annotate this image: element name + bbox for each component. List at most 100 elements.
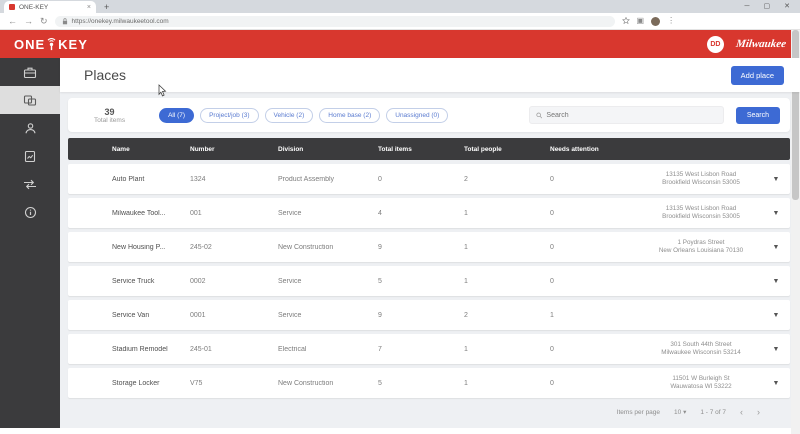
total-items-summary: 39 Total items [94,107,125,124]
new-tab-button[interactable]: + [104,2,110,12]
person-icon [24,122,36,133]
search-box[interactable] [528,106,724,124]
scrollbar-thumb[interactable] [792,30,799,200]
row-expand-caret-icon[interactable]: ▼ [772,345,780,353]
toolbox-icon [23,67,37,78]
filter-pill-project-job[interactable]: Project/job (3) [200,107,259,123]
onekey-favicon-icon [9,4,15,10]
browser-tabstrip: ONE-KEY × + ─ ▢ ✕ [0,0,800,13]
sidebar-item-reports[interactable] [0,142,60,170]
row-expand-caret-icon[interactable]: ▼ [772,311,780,319]
content-area: 39 Total items All (7) Project/job (3) V… [60,92,800,428]
place-division: Electrical [278,345,307,353]
place-name: Milwaukee Tool... [112,209,166,217]
next-page-icon[interactable]: › [757,407,760,417]
back-icon[interactable]: ← [8,15,17,26]
pagination-bar: Items per page 10 ▾ 1 - 7 of 7 ‹ › [68,398,790,417]
table-row[interactable]: Milwaukee Tool... 001 Service 4 1 0 1313… [68,198,790,228]
address-bar[interactable]: https://onekey.milwaukeetool.com [54,15,615,27]
items-per-page-label: Items per page [616,408,661,416]
search-button[interactable]: Search [735,106,780,124]
app-header: ONE KEY DD Milwaukee [0,30,800,58]
window-maximize-icon[interactable]: ▢ [763,3,771,10]
browser-tab[interactable]: ONE-KEY × [4,1,96,13]
place-number: 1324 [190,175,206,183]
place-needs-attention: 0 [550,379,554,387]
bookmark-star-icon[interactable] [621,17,630,25]
row-expand-caret-icon[interactable]: ▼ [772,209,780,217]
table-row[interactable]: New Housing P... 245-02 New Construction… [68,232,790,262]
bottom-strip [0,428,800,434]
col-number[interactable]: Number [190,145,215,153]
transfer-arrows-icon [24,179,36,189]
place-needs-attention: 0 [550,243,554,251]
sidebar-item-places[interactable] [0,86,60,114]
row-expand-caret-icon[interactable]: ▼ [772,277,780,285]
table-row[interactable]: Storage Locker V75 New Construction 5 1 … [68,368,790,398]
scrollbar[interactable] [791,30,800,434]
sidebar-item-inventory[interactable] [0,58,60,86]
row-expand-caret-icon[interactable]: ▼ [772,379,780,387]
window-close-icon[interactable]: ✕ [784,3,790,10]
search-input[interactable] [546,111,717,119]
table-row[interactable]: Service Van 0001 Service 9 2 1 ▼ [68,300,790,330]
filter-pill-vehicle[interactable]: Vehicle (2) [264,107,314,123]
browser-toolbar: ← → ↻ https://onekey.milwaukeetool.com ▣… [0,13,800,30]
col-total-items[interactable]: Total items [378,145,412,153]
filter-pill-home-base[interactable]: Home base (2) [319,107,381,123]
col-name[interactable]: Name [112,145,130,153]
sidebar-item-support[interactable] [0,198,60,226]
prev-page-icon[interactable]: ‹ [740,407,743,417]
user-avatar[interactable]: DD [706,35,724,53]
place-address: 13135 West Lisbon Road Brookfield Wiscons… [662,204,740,221]
window-minimize-icon[interactable]: ─ [744,3,750,10]
place-total-people: 1 [464,209,468,217]
tab-close-icon[interactable]: × [86,3,91,11]
col-needs-attention[interactable]: Needs attention [550,145,599,153]
items-per-page-select[interactable]: 10 ▾ [674,409,687,416]
key-signal-icon [47,38,56,51]
table-row[interactable]: Stadium Remodel 245-01 Electrical 7 1 0 … [68,334,790,364]
place-number: 001 [190,209,202,217]
places-icon [23,94,37,106]
place-total-items: 0 [378,175,382,183]
place-needs-attention: 1 [550,311,554,319]
col-division[interactable]: Division [278,145,304,153]
browser-profile-avatar[interactable] [651,16,661,26]
place-name: Storage Locker [112,379,160,387]
sidebar-item-people[interactable] [0,114,60,142]
url-text: https://onekey.milwaukeetool.com [71,17,169,25]
place-total-people: 1 [464,277,468,285]
table-row[interactable]: Auto Plant 1324 Product Assembly 0 2 0 1… [68,164,790,194]
row-expand-caret-icon[interactable]: ▼ [772,175,780,183]
browser-menu-icon[interactable]: ⋮ [667,16,676,25]
place-address: 13135 West Lisbon Road Brookfield Wiscons… [662,170,740,187]
table-header: Name Number Division Total items Total p… [68,138,790,160]
place-number: 0002 [190,277,206,285]
sidebar-nav [0,58,60,428]
place-needs-attention: 0 [550,209,554,217]
place-number: 245-01 [190,345,212,353]
filter-pill-unassigned[interactable]: Unassigned (0) [386,107,449,123]
search-icon [536,112,543,118]
place-division: New Construction [278,243,334,251]
place-name: Service Van [112,311,150,319]
place-address: 11501 W Burleigh St Wauwatosa WI 53222 [670,374,732,391]
place-needs-attention: 0 [550,345,554,353]
sidebar-item-transfers[interactable] [0,170,60,198]
total-items-label: Total items [94,116,126,124]
extensions-icon[interactable]: ▣ [636,16,645,25]
filter-pill-all[interactable]: All (7) [159,107,195,123]
add-place-button[interactable]: Add place [730,65,784,85]
info-icon [24,206,36,218]
page-title: Places [84,67,127,83]
col-total-people[interactable]: Total people [464,145,502,153]
place-total-people: 1 [464,379,468,387]
forward-icon[interactable]: → [24,15,33,26]
table-row[interactable]: Service Truck 0002 Service 5 1 0 ▼ [68,266,790,296]
place-division: Service [278,277,302,285]
total-items-count: 39 [104,106,115,117]
logo-one-text: ONE [14,36,46,52]
reload-icon[interactable]: ↻ [40,15,48,26]
row-expand-caret-icon[interactable]: ▼ [772,243,780,251]
